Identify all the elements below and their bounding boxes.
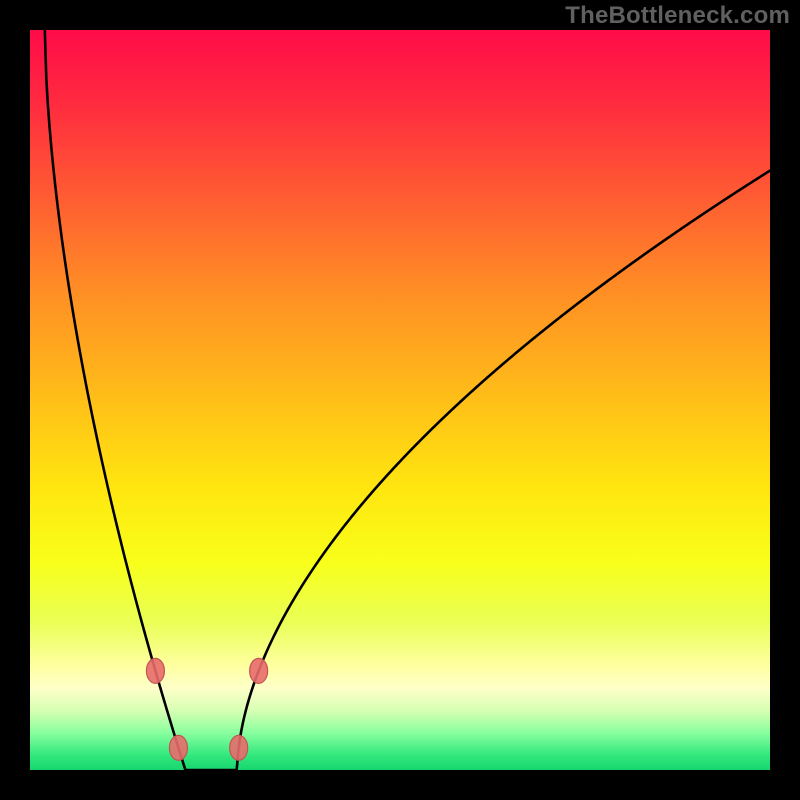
chart-background bbox=[30, 30, 770, 770]
watermark-text: TheBottleneck.com bbox=[565, 2, 790, 30]
marker-lower-right bbox=[230, 735, 248, 760]
marker-upper-left bbox=[146, 658, 164, 683]
bottleneck-chart bbox=[0, 0, 800, 800]
marker-lower-left bbox=[169, 735, 187, 760]
marker-upper-right bbox=[250, 658, 268, 683]
chart-container: TheBottleneck.com bbox=[0, 0, 800, 800]
